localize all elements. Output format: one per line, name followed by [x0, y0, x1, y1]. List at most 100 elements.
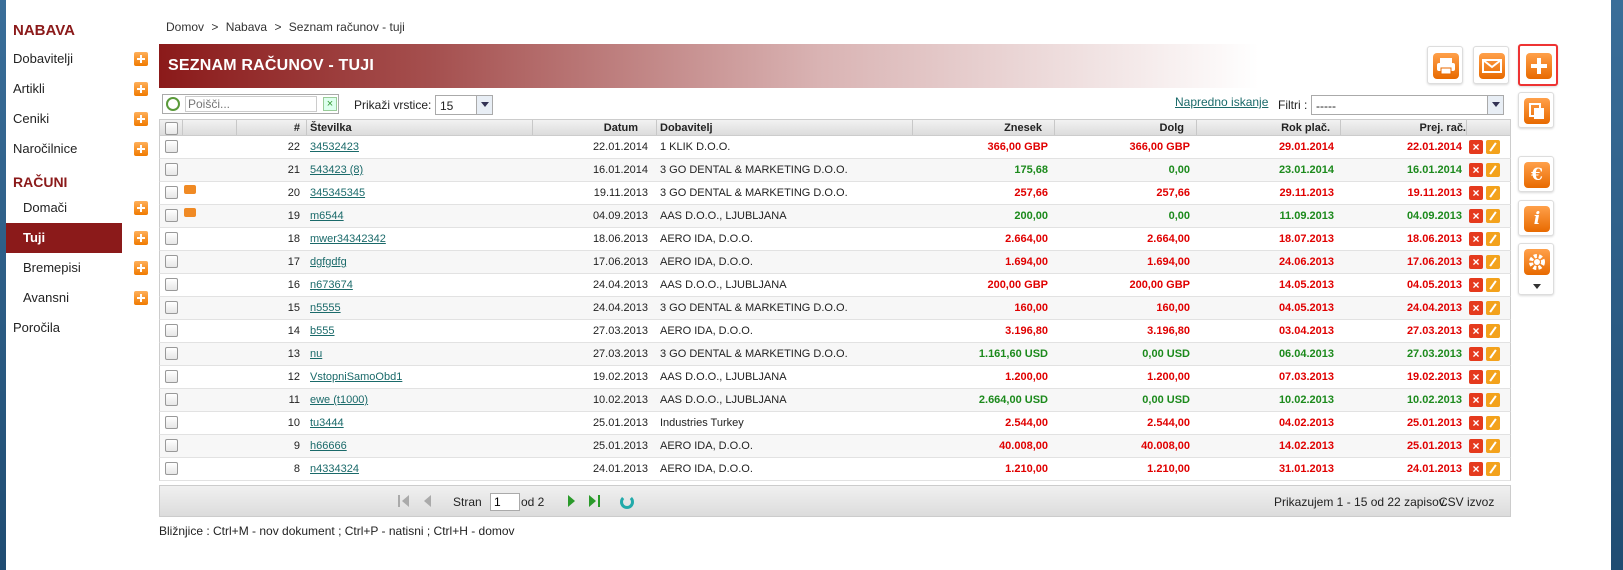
edit-icon[interactable] [1486, 186, 1500, 200]
table-row[interactable]: 13 nu 27.03.2013 3 GO DENTAL & MARKETING D.… [159, 343, 1511, 366]
edit-icon[interactable] [1486, 439, 1500, 453]
filter-select[interactable]: ----- [1311, 95, 1504, 115]
settings-button[interactable] [1518, 243, 1554, 295]
row-checkbox[interactable] [165, 255, 178, 268]
add-icon[interactable] [134, 231, 148, 245]
edit-icon[interactable] [1486, 324, 1500, 338]
delete-icon[interactable]: × [1469, 439, 1483, 453]
delete-icon[interactable]: × [1469, 462, 1483, 476]
edit-icon[interactable] [1486, 301, 1500, 315]
sidebar-item-artikli[interactable]: Artikli [6, 74, 156, 104]
invoice-number-link[interactable]: 543423 (8) [310, 164, 364, 176]
table-row[interactable]: 21 543423 (8) 16.01.2014 3 GO DENTAL & MARK… [159, 159, 1511, 182]
row-checkbox[interactable] [165, 370, 178, 383]
delete-icon[interactable]: × [1469, 370, 1483, 384]
table-row[interactable]: 9 h66666 25.01.2013 AERO IDA, D.O.O. 40.008,… [159, 435, 1511, 458]
delete-icon[interactable]: × [1469, 324, 1483, 338]
previous-page-icon[interactable] [422, 495, 434, 507]
delete-icon[interactable]: × [1469, 232, 1483, 246]
invoice-number-link[interactable]: m6544 [310, 210, 344, 222]
add-document-button[interactable] [1518, 44, 1558, 86]
clear-search-icon[interactable]: × [323, 97, 337, 111]
delete-icon[interactable]: × [1469, 209, 1483, 223]
invoice-number-link[interactable]: dgfgdfg [310, 256, 347, 268]
breadcrumb-home[interactable]: Domov [166, 20, 205, 34]
invoice-number-link[interactable]: n4334324 [310, 463, 359, 475]
print-button[interactable] [1427, 46, 1463, 84]
delete-icon[interactable]: × [1469, 347, 1483, 361]
edit-icon[interactable] [1486, 393, 1500, 407]
invoice-number-link[interactable]: n673674 [310, 279, 353, 291]
invoice-number-link[interactable]: n5555 [310, 302, 341, 314]
search-input[interactable] [185, 96, 317, 112]
row-checkbox[interactable] [165, 439, 178, 452]
print-icon[interactable] [184, 185, 196, 194]
row-checkbox[interactable] [165, 347, 178, 360]
print-icon[interactable] [184, 208, 196, 217]
table-row[interactable]: 17 dgfgdfg 17.06.2013 AERO IDA, D.O.O. 1.694… [159, 251, 1511, 274]
currency-button[interactable]: € [1518, 156, 1554, 192]
delete-icon[interactable]: × [1469, 140, 1483, 154]
delete-icon[interactable]: × [1469, 186, 1483, 200]
table-row[interactable]: 10 tu3444 25.01.2013 Industries Turkey 2.544… [159, 412, 1511, 435]
edit-icon[interactable] [1486, 347, 1500, 361]
select-all-checkbox[interactable] [165, 122, 178, 135]
edit-icon[interactable] [1486, 209, 1500, 223]
table-row[interactable]: 16 n673674 24.04.2013 AAS D.O.O., LJUBLJANA… [159, 274, 1511, 297]
add-icon[interactable] [134, 82, 148, 96]
sidebar-item-bremepisi[interactable]: Bremepisi [6, 253, 156, 283]
row-checkbox[interactable] [165, 416, 178, 429]
row-checkbox[interactable] [165, 301, 178, 314]
edit-icon[interactable] [1486, 232, 1500, 246]
row-checkbox[interactable] [165, 163, 178, 176]
column-header-number[interactable]: # [293, 122, 300, 134]
column-header-stevilka[interactable]: Številka [310, 122, 352, 134]
edit-icon[interactable] [1486, 462, 1500, 476]
row-checkbox[interactable] [165, 462, 178, 475]
sidebar-item-dobavitelji[interactable]: Dobavitelji [6, 44, 156, 74]
add-icon[interactable] [134, 291, 148, 305]
add-icon[interactable] [134, 112, 148, 126]
refresh-icon[interactable] [620, 495, 634, 509]
row-checkbox[interactable] [165, 232, 178, 245]
column-header-prejem-racuna[interactable]: Prej. rač. [1419, 122, 1466, 134]
sidebar-item-narocilnice[interactable]: Naročilnice [6, 134, 156, 164]
edit-icon[interactable] [1486, 278, 1500, 292]
info-button[interactable]: i [1518, 200, 1554, 236]
column-header-datum[interactable]: Datum [603, 122, 638, 134]
table-row[interactable]: 15 n5555 24.04.2013 3 GO DENTAL & MARKETING… [159, 297, 1511, 320]
table-row[interactable]: 19 m6544 04.09.2013 AAS D.O.O., LJUBLJANA 20… [159, 205, 1511, 228]
delete-icon[interactable]: × [1469, 301, 1483, 315]
column-header-dolg[interactable]: Dolg [1159, 122, 1184, 134]
invoice-number-link[interactable]: ewe (t1000) [310, 394, 369, 406]
csv-export-link[interactable]: CSV izvoz [1439, 495, 1495, 509]
invoice-number-link[interactable]: nu [310, 348, 323, 360]
sidebar-item-ceniki[interactable]: Ceniki [6, 104, 156, 134]
add-icon[interactable] [134, 261, 148, 275]
table-row[interactable]: 20 345345345 19.11.2013 3 GO DENTAL & MARKE… [159, 182, 1511, 205]
add-icon[interactable] [134, 201, 148, 215]
table-row[interactable]: 18 mwer34342342 18.06.2013 AERO IDA, D.O.O.… [159, 228, 1511, 251]
invoice-number-link[interactable]: b555 [310, 325, 335, 337]
copy-button[interactable] [1518, 92, 1554, 128]
delete-icon[interactable]: × [1469, 393, 1483, 407]
invoice-number-link[interactable]: 34532423 [310, 141, 359, 153]
email-button[interactable] [1473, 46, 1509, 84]
sidebar-item-avansni[interactable]: Avansni [6, 283, 156, 313]
delete-icon[interactable]: × [1469, 163, 1483, 177]
row-checkbox[interactable] [165, 186, 178, 199]
edit-icon[interactable] [1486, 370, 1500, 384]
add-icon[interactable] [134, 52, 148, 66]
row-checkbox[interactable] [165, 140, 178, 153]
column-header-rok-placila[interactable]: Rok plač. [1281, 122, 1330, 134]
delete-icon[interactable]: × [1469, 255, 1483, 269]
invoice-number-link[interactable]: h66666 [310, 440, 347, 452]
advanced-search-link[interactable]: Napredno iskanje [1175, 95, 1269, 109]
edit-icon[interactable] [1486, 255, 1500, 269]
row-checkbox[interactable] [165, 209, 178, 222]
breadcrumb-nabava[interactable]: Nabava [225, 20, 268, 34]
delete-icon[interactable]: × [1469, 278, 1483, 292]
table-row[interactable]: 14 b555 27.03.2013 AERO IDA, D.O.O. 3.196,80… [159, 320, 1511, 343]
table-row[interactable]: 11 ewe (t1000) 10.02.2013 AAS D.O.O., LJUBL… [159, 389, 1511, 412]
sidebar-item-porocila[interactable]: Poročila [6, 313, 156, 343]
